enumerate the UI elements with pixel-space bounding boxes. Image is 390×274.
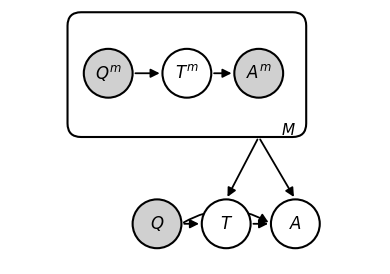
Circle shape [202,199,251,248]
Text: $A^m$: $A^m$ [246,64,272,82]
Circle shape [133,199,181,248]
Text: $T$: $T$ [220,215,233,233]
Text: $Q$: $Q$ [150,214,164,233]
Text: $M$: $M$ [281,122,296,138]
Circle shape [84,49,133,98]
Circle shape [234,49,283,98]
Text: $A$: $A$ [289,215,302,233]
Text: $T^m$: $T^m$ [175,64,199,82]
Circle shape [163,49,211,98]
Circle shape [271,199,320,248]
Text: $Q^m$: $Q^m$ [95,63,122,83]
